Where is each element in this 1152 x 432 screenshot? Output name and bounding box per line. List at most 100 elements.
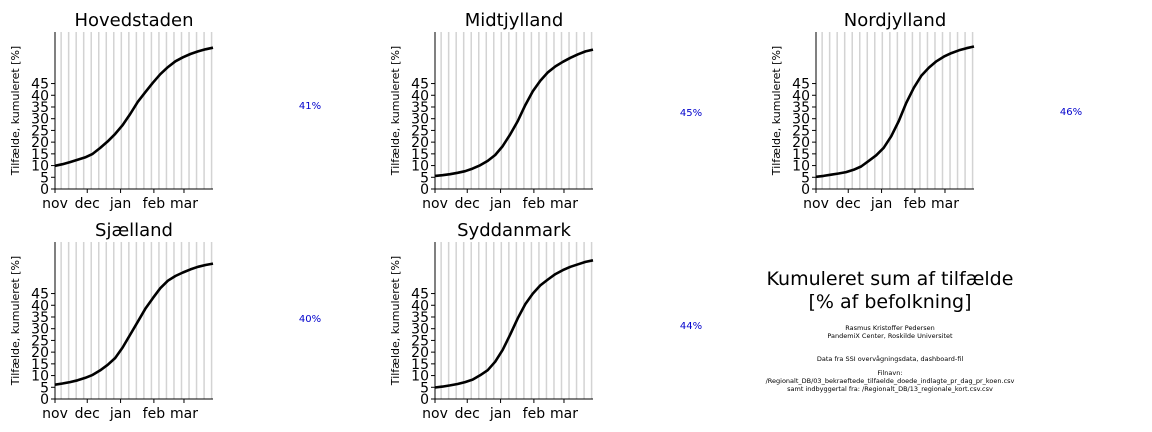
- y-tick-label: 30: [411, 322, 429, 338]
- weekend-band: [575, 32, 578, 189]
- y-tick-label: 5: [40, 170, 49, 186]
- weekend-band: [82, 242, 85, 399]
- x-tick-label: nov: [803, 196, 829, 212]
- y-tick-label: 35: [411, 310, 429, 326]
- weekend-band: [896, 32, 899, 189]
- y-tick-label: 5: [801, 170, 810, 186]
- y-tick-label: 20: [792, 135, 810, 151]
- x-tick-label: nov: [422, 196, 448, 212]
- y-tick-label: 15: [411, 147, 429, 163]
- weekend-band: [203, 32, 205, 189]
- percent-annotation: 46%: [1060, 107, 1082, 118]
- series-line: [54, 46, 214, 168]
- y-tick-label: 45: [792, 77, 810, 93]
- y-tick-label: 25: [31, 333, 49, 349]
- weekend-band: [575, 242, 578, 399]
- y-tick-label: 5: [420, 380, 429, 396]
- weekend-band: [210, 242, 213, 399]
- x-tick-label: jan: [109, 406, 131, 422]
- weekend-band: [477, 32, 480, 189]
- y-tick-label: 40: [411, 298, 429, 314]
- y-tick-label: 0: [40, 392, 49, 408]
- weekend-band: [158, 242, 160, 399]
- y-tick-label: 40: [792, 88, 810, 104]
- weekend-band: [67, 32, 70, 189]
- affiliation: PandemiX Center, Roskilde Universitet: [827, 332, 953, 340]
- x-tick-label: nov: [422, 406, 448, 422]
- y-tick-label: 0: [420, 182, 429, 198]
- weekend-band: [440, 242, 442, 399]
- weekend-band: [60, 32, 62, 189]
- y-tick-label: 20: [31, 345, 49, 361]
- weekend-band: [926, 32, 929, 189]
- series-line: [54, 262, 214, 386]
- y-axis-label: Tilfælde, kumuleret [%]: [389, 256, 402, 386]
- y-tick-label: 20: [411, 135, 429, 151]
- x-tick-label: feb: [523, 196, 546, 212]
- weekend-band: [67, 242, 70, 399]
- x-tick-label: nov: [42, 196, 68, 212]
- weekend-band: [889, 32, 891, 189]
- y-tick-label: 40: [31, 298, 49, 314]
- weekend-band: [97, 32, 100, 189]
- weekend-band: [195, 242, 198, 399]
- y-tick-label: 10: [31, 369, 49, 385]
- y-tick-label: 35: [31, 100, 49, 116]
- weekend-band: [919, 32, 921, 189]
- weekend-band: [173, 32, 175, 189]
- x-tick-label: dec: [455, 196, 480, 212]
- weekend-band: [538, 32, 540, 189]
- x-tick-label: dec: [75, 196, 100, 212]
- y-tick-label: 30: [792, 112, 810, 128]
- weekend-band: [949, 32, 951, 189]
- weekend-band: [851, 32, 853, 189]
- y-tick-label: 15: [31, 357, 49, 373]
- y-tick-label: 25: [411, 333, 429, 349]
- info-panel: Kumuleret sum af tilfælde [% af befolkni…: [740, 268, 1040, 393]
- weekend-band: [858, 32, 861, 189]
- weekend-band: [150, 32, 153, 189]
- weekend-band: [508, 32, 510, 189]
- x-tick-label: jan: [489, 406, 511, 422]
- weekend-band: [500, 32, 503, 189]
- y-tick-label: 0: [40, 182, 49, 198]
- weekend-band: [82, 32, 85, 189]
- y-tick-label: 5: [40, 380, 49, 396]
- y-tick-label: 35: [31, 310, 49, 326]
- weekend-band: [560, 242, 563, 399]
- weekend-band: [135, 242, 138, 399]
- weekend-band: [90, 242, 92, 399]
- weekend-band: [143, 242, 145, 399]
- percent-annotation: 45%: [680, 108, 702, 119]
- y-tick-label: 10: [792, 159, 810, 175]
- weekend-band: [455, 32, 457, 189]
- weekend-band: [956, 32, 959, 189]
- weekend-band: [971, 32, 974, 189]
- weekend-band: [485, 242, 488, 399]
- x-tick-label: jan: [489, 196, 511, 212]
- y-tick-label: 20: [31, 135, 49, 151]
- weekend-band: [828, 32, 831, 189]
- weekend-band: [553, 242, 555, 399]
- weekend-band: [590, 242, 593, 399]
- y-tick-label: 25: [31, 123, 49, 139]
- weekend-band: [462, 32, 465, 189]
- x-tick-label: jan: [109, 196, 131, 212]
- info-title-line1: Kumuleret sum af tilfælde: [766, 268, 1014, 290]
- weekend-band: [455, 242, 457, 399]
- filename-secondary: samt indbyggertal fra: /Regionalt_DB/13_…: [787, 385, 993, 393]
- weekend-band: [515, 32, 518, 189]
- panel-title: Midtjylland: [465, 10, 564, 31]
- weekend-band: [180, 242, 183, 399]
- weekend-band: [188, 242, 190, 399]
- x-tick-label: mar: [550, 406, 578, 422]
- panel-title: Sjælland: [95, 220, 173, 241]
- weekend-band: [173, 242, 175, 399]
- panel-title: Syddanmark: [457, 220, 571, 241]
- weekend-band: [470, 32, 472, 189]
- weekend-band: [195, 32, 198, 189]
- weekend-band: [836, 32, 838, 189]
- weekend-band: [90, 32, 92, 189]
- weekend-band: [120, 32, 123, 189]
